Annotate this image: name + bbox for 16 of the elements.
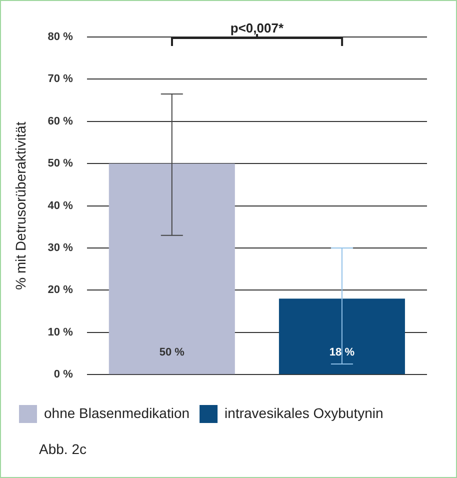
y-tick-label: 20 %: [48, 284, 74, 296]
y-tick-label: 30 %: [48, 242, 74, 254]
y-tick-label: 10 %: [48, 326, 74, 338]
caption: Abb. 2c: [39, 441, 86, 457]
y-axis-title: % mit Detrusorüberaktivität: [12, 122, 28, 290]
legend-label: intravesikales Oxybutynin: [224, 404, 384, 421]
y-tick-label: 70 %: [48, 73, 74, 86]
data-label: 50 %: [159, 346, 185, 359]
y-tick-label: 50 %: [48, 158, 74, 170]
data-label: 18 %: [329, 346, 355, 359]
y-tick-label: 40 %: [48, 200, 74, 212]
y-tick-label: 80 %: [48, 31, 74, 44]
y-tick-label: 0 %: [54, 368, 74, 381]
legend-label: ohne Blasenmedikation: [44, 404, 190, 421]
text: p<0,007*: [230, 20, 284, 36]
y-tick-label: 60 %: [48, 115, 74, 128]
